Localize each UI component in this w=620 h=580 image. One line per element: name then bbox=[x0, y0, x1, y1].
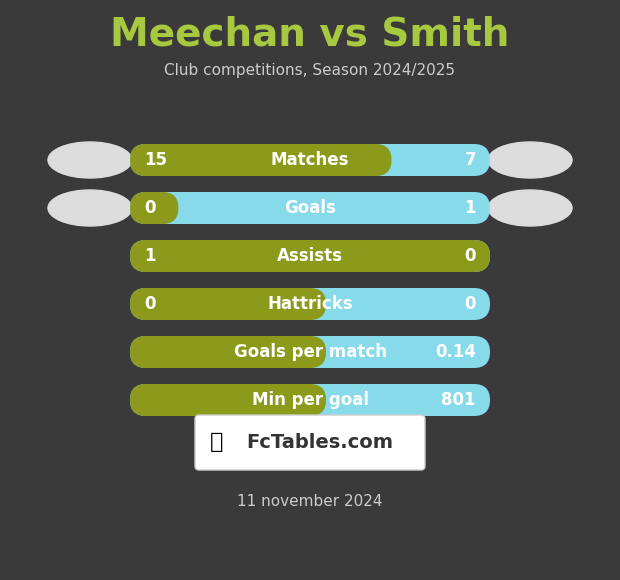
FancyBboxPatch shape bbox=[130, 240, 490, 272]
FancyBboxPatch shape bbox=[130, 336, 490, 368]
Text: 7: 7 bbox=[464, 151, 476, 169]
Text: Club competitions, Season 2024/2025: Club competitions, Season 2024/2025 bbox=[164, 63, 456, 78]
Text: 11 november 2024: 11 november 2024 bbox=[237, 495, 383, 509]
Text: FcTables.com: FcTables.com bbox=[247, 433, 394, 452]
Text: Assists: Assists bbox=[277, 247, 343, 265]
Text: Min per goal: Min per goal bbox=[252, 391, 368, 409]
FancyBboxPatch shape bbox=[195, 415, 425, 470]
Text: 0.14: 0.14 bbox=[435, 343, 476, 361]
FancyBboxPatch shape bbox=[130, 384, 326, 416]
Text: 801: 801 bbox=[441, 391, 476, 409]
FancyBboxPatch shape bbox=[130, 192, 490, 224]
Text: 15: 15 bbox=[144, 151, 167, 169]
Text: 0: 0 bbox=[464, 247, 476, 265]
Text: Goals: Goals bbox=[284, 199, 336, 217]
FancyBboxPatch shape bbox=[130, 144, 490, 176]
Text: 0: 0 bbox=[144, 295, 156, 313]
FancyBboxPatch shape bbox=[130, 384, 490, 416]
FancyBboxPatch shape bbox=[130, 144, 391, 176]
FancyBboxPatch shape bbox=[130, 288, 326, 320]
Ellipse shape bbox=[488, 142, 572, 178]
Text: 0: 0 bbox=[464, 295, 476, 313]
Text: Goals per match: Goals per match bbox=[234, 343, 386, 361]
Text: 1: 1 bbox=[144, 247, 156, 265]
Text: Meechan vs Smith: Meechan vs Smith bbox=[110, 16, 510, 54]
Text: 0: 0 bbox=[144, 199, 156, 217]
Text: 1: 1 bbox=[464, 199, 476, 217]
FancyBboxPatch shape bbox=[130, 192, 179, 224]
Ellipse shape bbox=[48, 190, 132, 226]
Text: 📊: 📊 bbox=[210, 433, 224, 452]
FancyBboxPatch shape bbox=[130, 288, 490, 320]
Text: Matches: Matches bbox=[271, 151, 349, 169]
FancyBboxPatch shape bbox=[130, 240, 490, 272]
Text: Hattricks: Hattricks bbox=[267, 295, 353, 313]
Ellipse shape bbox=[488, 190, 572, 226]
FancyBboxPatch shape bbox=[130, 336, 326, 368]
Ellipse shape bbox=[48, 142, 132, 178]
